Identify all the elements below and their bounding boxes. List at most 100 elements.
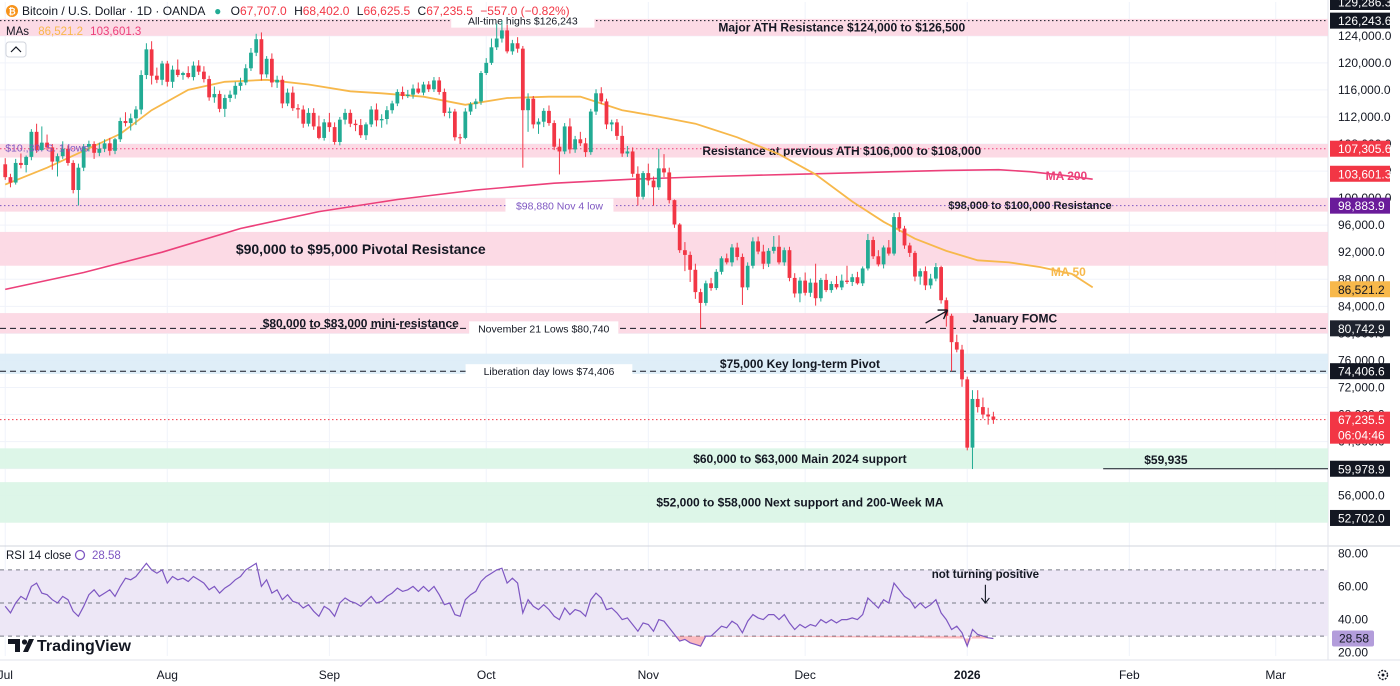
candle-body — [939, 267, 943, 301]
fomc-arrow-shaft — [925, 310, 947, 324]
candle-body — [24, 156, 29, 165]
candle-body — [479, 73, 483, 102]
candle-body — [876, 256, 881, 265]
candle-body — [452, 111, 457, 138]
candle-body — [123, 121, 128, 124]
candle-body — [798, 280, 802, 294]
candle-body — [473, 101, 478, 105]
candle-body — [332, 127, 337, 142]
candle-body — [594, 93, 598, 112]
ma50-line — [4, 78, 1094, 289]
price-tick-label: 112,000.0 — [1338, 110, 1391, 124]
candle-body — [285, 92, 290, 104]
candle-body — [698, 292, 703, 303]
ma50-legend-value: 86,521.2 — [38, 26, 83, 38]
axis-settings-button[interactable] — [1377, 669, 1389, 681]
candle-body — [672, 200, 677, 225]
mas-label[interactable]: MAs — [6, 26, 29, 38]
candle-body — [358, 125, 363, 136]
collapse-legend-button[interactable] — [5, 41, 27, 58]
time-tick-label: Feb — [1119, 668, 1140, 682]
price-tag-5 — [1330, 281, 1390, 298]
candle-body — [447, 111, 452, 113]
level-label-bg-3 — [469, 321, 619, 336]
time-axis: Jul Aug Sep Oct Nov Dec 2026 Feb Mar — [0, 668, 1286, 682]
candle-body — [897, 217, 902, 229]
candle-body — [405, 94, 410, 96]
candle-body — [29, 131, 34, 157]
price-tag-6 — [1330, 320, 1390, 337]
candle-body — [583, 143, 588, 153]
price-tag-sublabel-8: 06:04:46 — [1338, 429, 1385, 443]
candle-body — [306, 112, 311, 124]
time-tick-label: Mar — [1265, 668, 1286, 682]
candle-body — [275, 79, 279, 83]
candle-body — [500, 30, 504, 39]
candle-body — [829, 283, 834, 291]
level-label-2: $98,880 Nov 4 low — [516, 201, 603, 213]
price-tag-10 — [1330, 509, 1390, 526]
candle-body — [818, 279, 823, 299]
candle-body — [175, 69, 180, 76]
candle-body — [228, 94, 232, 99]
gear-icon — [1377, 669, 1389, 681]
zone-band-5 — [0, 353, 1328, 374]
ohlc-open: 67,707.0 — [240, 4, 287, 18]
tradingview-logo-dot — [21, 639, 28, 645]
candle-body — [81, 146, 86, 168]
annotation-1: MA 200 — [1046, 169, 1088, 183]
candle-body — [620, 135, 625, 154]
candle-body — [986, 414, 991, 417]
candle-body — [536, 121, 541, 125]
candle-body — [845, 280, 849, 282]
candle-body — [217, 93, 222, 109]
price-tick-label: 120,000.0 — [1338, 56, 1392, 70]
rsi-value-tag-label: 28.58 — [1339, 631, 1369, 645]
price-tag-label-4: 98,883.9 — [1338, 199, 1385, 213]
candle-body — [803, 280, 808, 293]
candle-body — [196, 65, 201, 72]
candle-body — [494, 38, 499, 48]
ohlc-high-label: H — [294, 4, 303, 18]
candle-body — [745, 265, 750, 288]
time-tick-label: Oct — [477, 668, 496, 682]
ma200-line — [5, 168, 1093, 291]
candle-body — [646, 173, 651, 181]
candle-body — [562, 126, 567, 152]
annotation-2: MA 50 — [1051, 265, 1086, 279]
candle-body — [750, 241, 755, 266]
price-tick-label: 124,000.0 — [1338, 29, 1392, 43]
candle-body — [134, 109, 138, 119]
price-tag-2 — [1330, 140, 1390, 157]
tradingview-logo[interactable]: TradingView — [8, 638, 132, 655]
candle-body — [771, 246, 776, 251]
candle-body — [541, 110, 546, 122]
candle-body — [719, 258, 724, 272]
price-tag-label-8: 67,235.5 — [1338, 413, 1385, 427]
candle-body — [343, 112, 347, 120]
candle-body — [39, 142, 44, 151]
symbol-title[interactable]: Bitcoin / U.S. Dollar · 1D · OANDA — [22, 4, 205, 18]
rsi-legend: RSI 14 close — [6, 550, 71, 562]
rsi-tick-label: 80.00 — [1338, 546, 1368, 560]
zone-band-2 — [0, 198, 1328, 212]
ohlc-change: −557.0 (−0.82%) — [480, 4, 569, 18]
candle-body — [243, 68, 248, 83]
price-tag-8 — [1330, 411, 1390, 444]
time-tick-label: Dec — [794, 668, 815, 682]
candle-body — [667, 172, 672, 201]
candle-body — [311, 112, 316, 127]
candle-body — [385, 110, 389, 119]
candle-body — [960, 349, 964, 380]
candle-body — [421, 84, 426, 93]
price-tag-3 — [1330, 165, 1390, 182]
candle-body — [557, 146, 562, 152]
candle-body — [144, 49, 149, 76]
candle-body — [400, 91, 405, 96]
candle-body — [651, 180, 656, 188]
levels-layer: All-time highs $126,243 $98,880 Nov 4 low… — [0, 13, 1328, 470]
candle-body — [233, 85, 238, 95]
zone-label-5: $75,000 Key long-term Pivot — [720, 357, 880, 371]
candle-body — [337, 119, 342, 142]
